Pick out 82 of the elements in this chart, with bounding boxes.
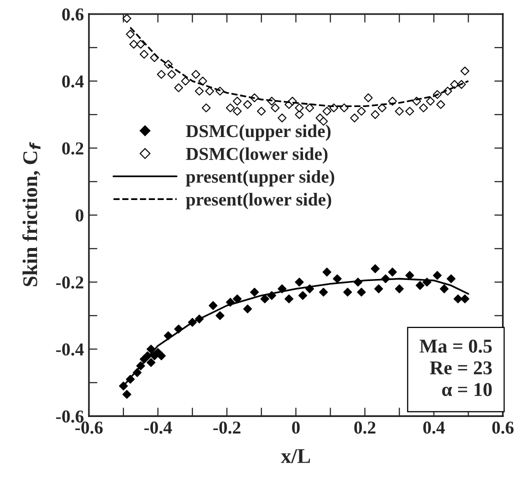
x-tick-label: -0.2 bbox=[213, 422, 240, 434]
point bbox=[181, 76, 190, 86]
point bbox=[405, 106, 414, 116]
point bbox=[284, 294, 294, 304]
point bbox=[322, 106, 332, 116]
legend-label: DSMC(upper side) bbox=[186, 124, 331, 141]
point bbox=[140, 50, 149, 59]
point bbox=[232, 106, 242, 116]
point bbox=[294, 278, 304, 287]
legend-label: present(lower side) bbox=[186, 192, 332, 210]
point bbox=[122, 14, 132, 23]
point bbox=[446, 274, 456, 284]
point bbox=[202, 103, 211, 112]
point bbox=[460, 294, 470, 304]
x-axis-title: x/L bbox=[280, 449, 310, 464]
point bbox=[394, 106, 404, 116]
point bbox=[436, 100, 446, 109]
x-tick-label: -0.4 bbox=[144, 422, 172, 434]
x-tick-label: 0.6 bbox=[492, 422, 514, 434]
point bbox=[298, 291, 308, 300]
point bbox=[460, 66, 470, 76]
point bbox=[426, 96, 435, 106]
point bbox=[243, 304, 252, 314]
point bbox=[332, 274, 342, 284]
x-tick-label: 0 bbox=[292, 422, 300, 434]
point bbox=[343, 288, 352, 297]
point bbox=[440, 284, 449, 294]
point bbox=[205, 86, 214, 96]
point bbox=[136, 40, 146, 49]
point bbox=[194, 86, 204, 96]
point bbox=[250, 288, 259, 297]
legend-label: present(upper side) bbox=[186, 170, 334, 186]
point bbox=[294, 110, 304, 119]
point bbox=[191, 70, 200, 79]
x-tick-label: 0.2 bbox=[354, 422, 376, 434]
point bbox=[256, 106, 266, 116]
point bbox=[278, 114, 286, 122]
point bbox=[216, 311, 224, 320]
point bbox=[226, 103, 235, 112]
point bbox=[208, 301, 218, 310]
point bbox=[174, 83, 184, 92]
point bbox=[146, 358, 156, 367]
x-tick-label: -0.6 bbox=[75, 422, 103, 434]
point bbox=[122, 390, 132, 399]
point bbox=[378, 103, 387, 112]
y-axis-title: Skin friction, C$_{f}$ bbox=[22, 142, 40, 286]
y-tick-label: 0 bbox=[76, 209, 84, 222]
point bbox=[340, 103, 349, 112]
point bbox=[454, 294, 462, 304]
point bbox=[394, 284, 404, 294]
point bbox=[319, 288, 328, 297]
legend-label: DSMC(lower side) bbox=[186, 147, 328, 164]
y-tick-label: 0.4 bbox=[62, 75, 84, 88]
point bbox=[167, 70, 176, 79]
y-tick-label: 0.6 bbox=[62, 8, 84, 21]
point bbox=[129, 40, 138, 49]
point bbox=[322, 268, 332, 276]
x-tick-label: 0.4 bbox=[423, 422, 445, 434]
y-tick-label: -0.4 bbox=[56, 343, 84, 356]
point bbox=[364, 93, 373, 102]
point bbox=[350, 114, 359, 122]
point bbox=[388, 268, 397, 276]
point bbox=[305, 103, 314, 112]
point bbox=[294, 103, 304, 112]
y-tick-label: -0.2 bbox=[56, 276, 84, 289]
y-tick-label: -0.6 bbox=[56, 410, 84, 423]
point bbox=[232, 294, 242, 304]
point bbox=[416, 281, 424, 290]
point bbox=[419, 103, 428, 112]
point bbox=[370, 110, 380, 119]
point bbox=[357, 106, 366, 116]
point bbox=[232, 96, 242, 106]
point bbox=[243, 100, 252, 109]
point bbox=[370, 264, 380, 274]
annotation: Ma = 0.5 Re = 23 α = 10 bbox=[420, 340, 492, 396]
point bbox=[374, 284, 384, 294]
point bbox=[156, 70, 166, 79]
y-tick-label: 0.2 bbox=[62, 142, 84, 155]
point bbox=[357, 288, 366, 297]
point bbox=[270, 103, 280, 112]
point bbox=[126, 30, 135, 39]
point bbox=[432, 270, 442, 280]
